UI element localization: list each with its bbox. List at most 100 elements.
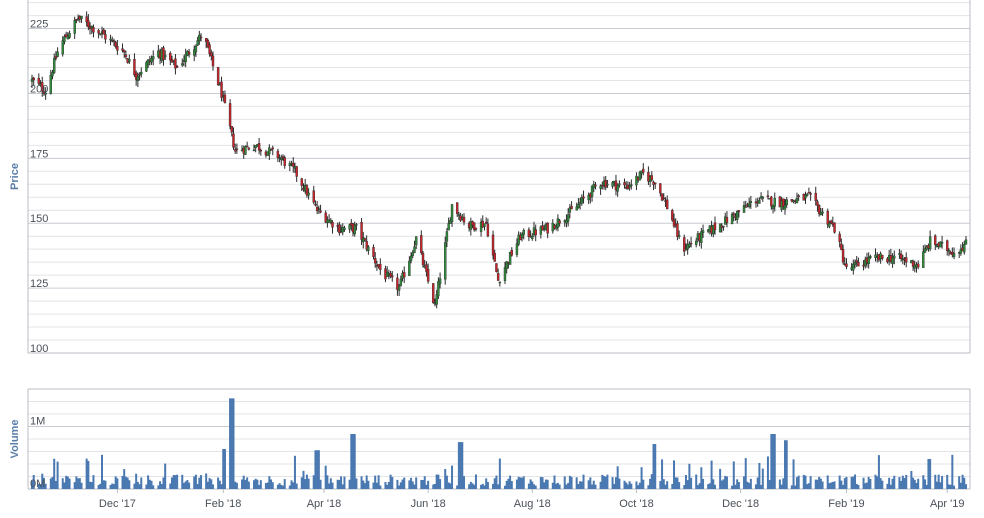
volume-bar (888, 477, 891, 489)
volume-bar (90, 482, 93, 489)
candle-body (770, 196, 773, 207)
volume-bar (838, 475, 841, 489)
candle-body (660, 193, 664, 201)
volume-bar (305, 474, 308, 489)
candle-body (654, 182, 657, 184)
volume-bar (965, 484, 967, 489)
candle-body (288, 163, 292, 166)
volume-bar (628, 481, 631, 489)
price-tick-label: 125 (30, 278, 48, 290)
candle-body (575, 206, 578, 211)
volume-bar (577, 484, 580, 489)
candle-body (233, 149, 237, 152)
candle-body (360, 222, 363, 240)
volume-bar (186, 480, 189, 489)
volume-bar (362, 480, 365, 489)
volume-bar (124, 476, 127, 489)
volume-bar (387, 481, 390, 489)
candle-body (795, 197, 799, 204)
volume-bar (350, 434, 353, 489)
candle-body (44, 92, 47, 95)
candle-body (899, 253, 903, 260)
volume-bar (264, 483, 267, 489)
volume-bar (367, 480, 370, 489)
candle-body (853, 262, 857, 265)
candle-body (355, 224, 358, 226)
volume-bar (49, 478, 52, 489)
candle-body (68, 33, 71, 38)
volume-bar (480, 484, 483, 489)
candle-body (280, 158, 283, 161)
candle-body (676, 223, 679, 237)
volume-bar (710, 460, 713, 489)
volume-bar (218, 480, 221, 489)
volume-bar (833, 481, 836, 489)
volume-bar (375, 482, 378, 489)
candle-body (790, 199, 794, 202)
candle-body (420, 235, 423, 253)
volume-bar (840, 480, 843, 489)
volume-bar (73, 482, 76, 489)
candle-body (495, 263, 498, 273)
candle-body (891, 257, 894, 264)
candle-body (952, 252, 956, 257)
price-axis-title: Price (9, 163, 21, 190)
candle-body (184, 53, 187, 63)
candle-body (169, 53, 172, 61)
volume-bar (136, 481, 139, 489)
price-candles (30, 11, 968, 309)
candle-body (684, 248, 688, 251)
candle-body (206, 39, 210, 48)
candle-body (305, 185, 309, 196)
volume-bar (828, 483, 831, 489)
volume-bar (259, 480, 262, 489)
volume-bar (773, 434, 776, 489)
candle-body (650, 175, 654, 181)
candle-body (232, 133, 235, 148)
volume-bar (254, 478, 257, 489)
volume-bar (831, 481, 834, 489)
volume-bar (282, 485, 285, 489)
candle-body (814, 192, 817, 201)
candle-body (462, 216, 466, 223)
volume-bar (152, 485, 155, 489)
candle-body (522, 230, 525, 235)
candle-body (469, 221, 473, 230)
candle-body (493, 252, 496, 262)
candle-body (317, 208, 321, 210)
volume-bar (492, 483, 495, 489)
volume-bar (159, 481, 162, 489)
volume-bar (802, 474, 805, 489)
volume-bar (355, 478, 358, 489)
volume-bar (135, 473, 138, 489)
candle-body (128, 58, 131, 62)
volume-bar (128, 480, 131, 489)
candle-body (435, 294, 438, 305)
candle-body (749, 201, 753, 203)
candle-body (324, 212, 327, 223)
candle-body (638, 172, 642, 181)
volume-bar (698, 483, 701, 489)
candle-body (934, 235, 937, 245)
candle-body (52, 58, 56, 73)
candle-body (56, 51, 59, 57)
candle-body (64, 34, 68, 38)
x-tick-label: Jun '18 (411, 498, 446, 510)
volume-bar (855, 483, 858, 489)
candle-body (150, 58, 153, 63)
volume-bar (625, 482, 628, 489)
volume-bar (958, 476, 961, 489)
volume-bar (939, 482, 942, 489)
candle-body (928, 236, 932, 250)
volume-bar (809, 476, 812, 489)
candle-body (353, 225, 356, 235)
volume-bar (819, 478, 822, 489)
volume-bar (543, 482, 546, 489)
volume-bar (558, 484, 561, 489)
volume-bar (451, 465, 454, 489)
candle-body (862, 264, 865, 267)
volume-bar (758, 462, 761, 489)
candle-body (855, 260, 858, 263)
volume-bar (719, 468, 722, 489)
volume-bar (99, 483, 102, 489)
